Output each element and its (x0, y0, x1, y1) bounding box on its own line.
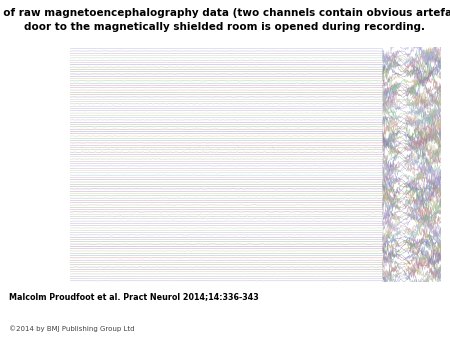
Text: After 4 s of raw magnetoencephalography data (two channels contain obvious artef: After 4 s of raw magnetoencephalography … (0, 8, 450, 32)
Text: ©2014 by BMJ Publishing Group Ltd: ©2014 by BMJ Publishing Group Ltd (9, 325, 135, 332)
Text: PN: PN (385, 307, 418, 327)
Text: Malcolm Proudfoot et al. Pract Neurol 2014;14:336-343: Malcolm Proudfoot et al. Pract Neurol 20… (9, 292, 259, 301)
